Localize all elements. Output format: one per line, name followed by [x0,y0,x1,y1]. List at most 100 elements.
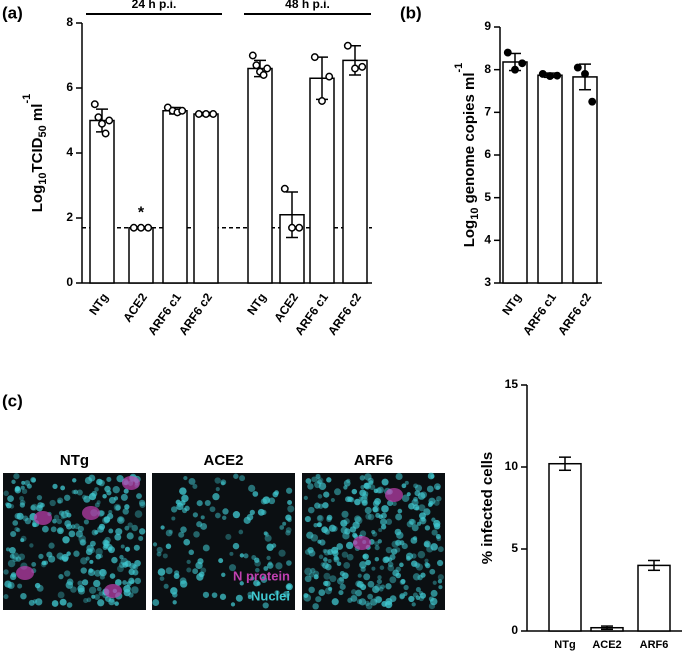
y-tick-label: 15 [505,377,519,391]
nucleus [229,551,234,556]
nucleus [371,566,376,571]
nucleus [134,510,143,518]
nucleus [395,539,402,546]
nucleus [355,580,362,587]
data-point [202,110,210,118]
nucleus [64,494,71,501]
nucleus [323,572,331,580]
data-point [252,61,261,70]
nucleus [375,596,383,603]
nucleus [415,587,421,593]
nucleus [252,491,259,497]
y-label-part: genome copies ml [461,72,478,207]
nucleus [124,525,130,531]
y-label-part: TCID [29,137,46,172]
nucleus [378,527,383,533]
nucleus [377,486,384,494]
nucleus [95,548,103,556]
nucleus [315,473,321,479]
nucleus [209,506,216,513]
y-tick-label: 0 [66,275,73,289]
nucleus [430,543,438,551]
nucleus [352,532,358,538]
nucleus [123,585,131,593]
nucleus [125,546,130,552]
nucleus [339,583,346,590]
nucleus [20,485,25,490]
nucleus [233,473,239,479]
nucleus [416,521,422,526]
nucleus [307,483,314,490]
nucleus [362,491,369,497]
nucleus [367,593,373,600]
nucleus [12,556,18,563]
nucleus [59,598,67,606]
image-legend: N protein [233,568,290,583]
nucleus [12,520,19,526]
data-point [511,65,519,74]
nucleus [183,538,191,546]
nucleus [431,529,438,536]
nucleus [408,595,415,603]
nucleus [432,580,437,585]
nucleus [263,566,269,571]
data-point [358,62,367,71]
n-protein [16,566,34,580]
nucleus [304,575,312,583]
nucleus [308,586,315,594]
nucleus [83,519,89,525]
nucleus [30,504,36,511]
nucleus [103,516,111,523]
data-point [105,116,114,125]
nucleus [14,512,21,520]
nucleus [17,583,23,589]
nucleus [96,500,101,505]
nucleus [64,570,71,577]
nucleus [89,547,96,554]
nucleus [126,581,132,587]
nucleus [435,534,441,540]
nucleus [413,496,418,502]
nucleus [336,577,345,585]
nucleus [427,472,435,480]
nucleus [378,586,384,592]
nucleus [108,528,114,534]
nucleus [262,602,269,609]
nucleus [165,543,172,550]
nucleus [127,522,133,528]
bar [89,119,115,284]
nucleus [424,558,429,563]
nucleus [112,486,120,494]
nucleus [165,529,173,537]
nucleus [385,546,393,554]
nucleus [247,595,252,600]
group-label: 24 h p.i. [132,0,177,11]
nucleus [418,504,426,512]
nucleus [11,552,20,560]
nucleus [124,560,132,567]
nucleus [212,493,220,501]
nucleus [372,585,380,594]
nucleus [424,562,429,567]
y-label-part: 50 [37,125,49,137]
nucleus [436,495,442,502]
y-tick-label: 0 [511,623,518,637]
x-tick-label: NTg [554,639,575,651]
y-tick-label: 5 [511,541,518,555]
nucleus [66,551,71,556]
nucleus [429,597,438,606]
nucleus [260,576,268,584]
nucleus [50,526,57,533]
nucleus [359,475,366,481]
nucleus [7,581,15,590]
nucleus [286,560,292,566]
nucleus [52,518,57,524]
nucleus [429,568,436,575]
nucleus [336,561,342,567]
nucleus [381,512,387,519]
nucleus [363,573,371,581]
nucleus [358,496,364,501]
nucleus [114,601,119,606]
nucleus [56,552,64,560]
